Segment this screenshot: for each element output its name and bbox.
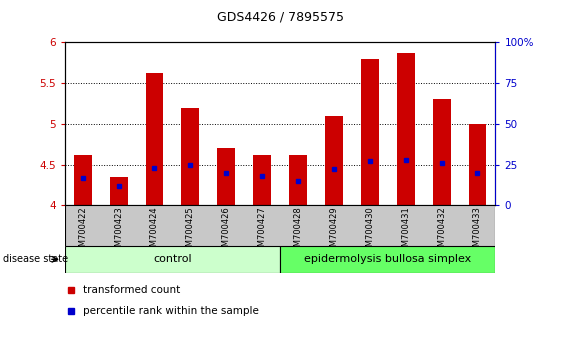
Text: percentile rank within the sample: percentile rank within the sample: [83, 306, 259, 316]
Bar: [110, 177, 128, 205]
Text: transformed count: transformed count: [83, 285, 180, 295]
Bar: [432, 99, 450, 205]
Text: GSM700423: GSM700423: [114, 206, 123, 257]
Bar: [65, 246, 280, 273]
Bar: [253, 155, 271, 205]
Bar: [280, 246, 495, 273]
Text: GSM700424: GSM700424: [150, 206, 159, 257]
Text: GSM700433: GSM700433: [473, 206, 482, 257]
Text: GSM700428: GSM700428: [293, 206, 302, 257]
Text: GSM700429: GSM700429: [329, 206, 338, 257]
Text: GSM700425: GSM700425: [186, 206, 195, 257]
Bar: [397, 53, 415, 205]
Text: GSM700430: GSM700430: [365, 206, 374, 257]
Bar: [468, 124, 486, 205]
Bar: [325, 116, 343, 205]
Text: GSM700422: GSM700422: [78, 206, 87, 257]
Bar: [74, 155, 92, 205]
Bar: [217, 148, 235, 205]
Text: GDS4426 / 7895575: GDS4426 / 7895575: [217, 11, 343, 24]
Text: control: control: [153, 254, 192, 264]
Text: disease state: disease state: [3, 254, 68, 264]
Text: epidermolysis bullosa simplex: epidermolysis bullosa simplex: [304, 254, 471, 264]
Text: GSM700431: GSM700431: [401, 206, 410, 257]
Text: GSM700426: GSM700426: [222, 206, 231, 257]
Bar: [289, 155, 307, 205]
Text: GSM700432: GSM700432: [437, 206, 446, 257]
Bar: [181, 108, 199, 205]
Bar: [145, 73, 163, 205]
Text: GSM700427: GSM700427: [258, 206, 267, 257]
Bar: [361, 59, 379, 205]
